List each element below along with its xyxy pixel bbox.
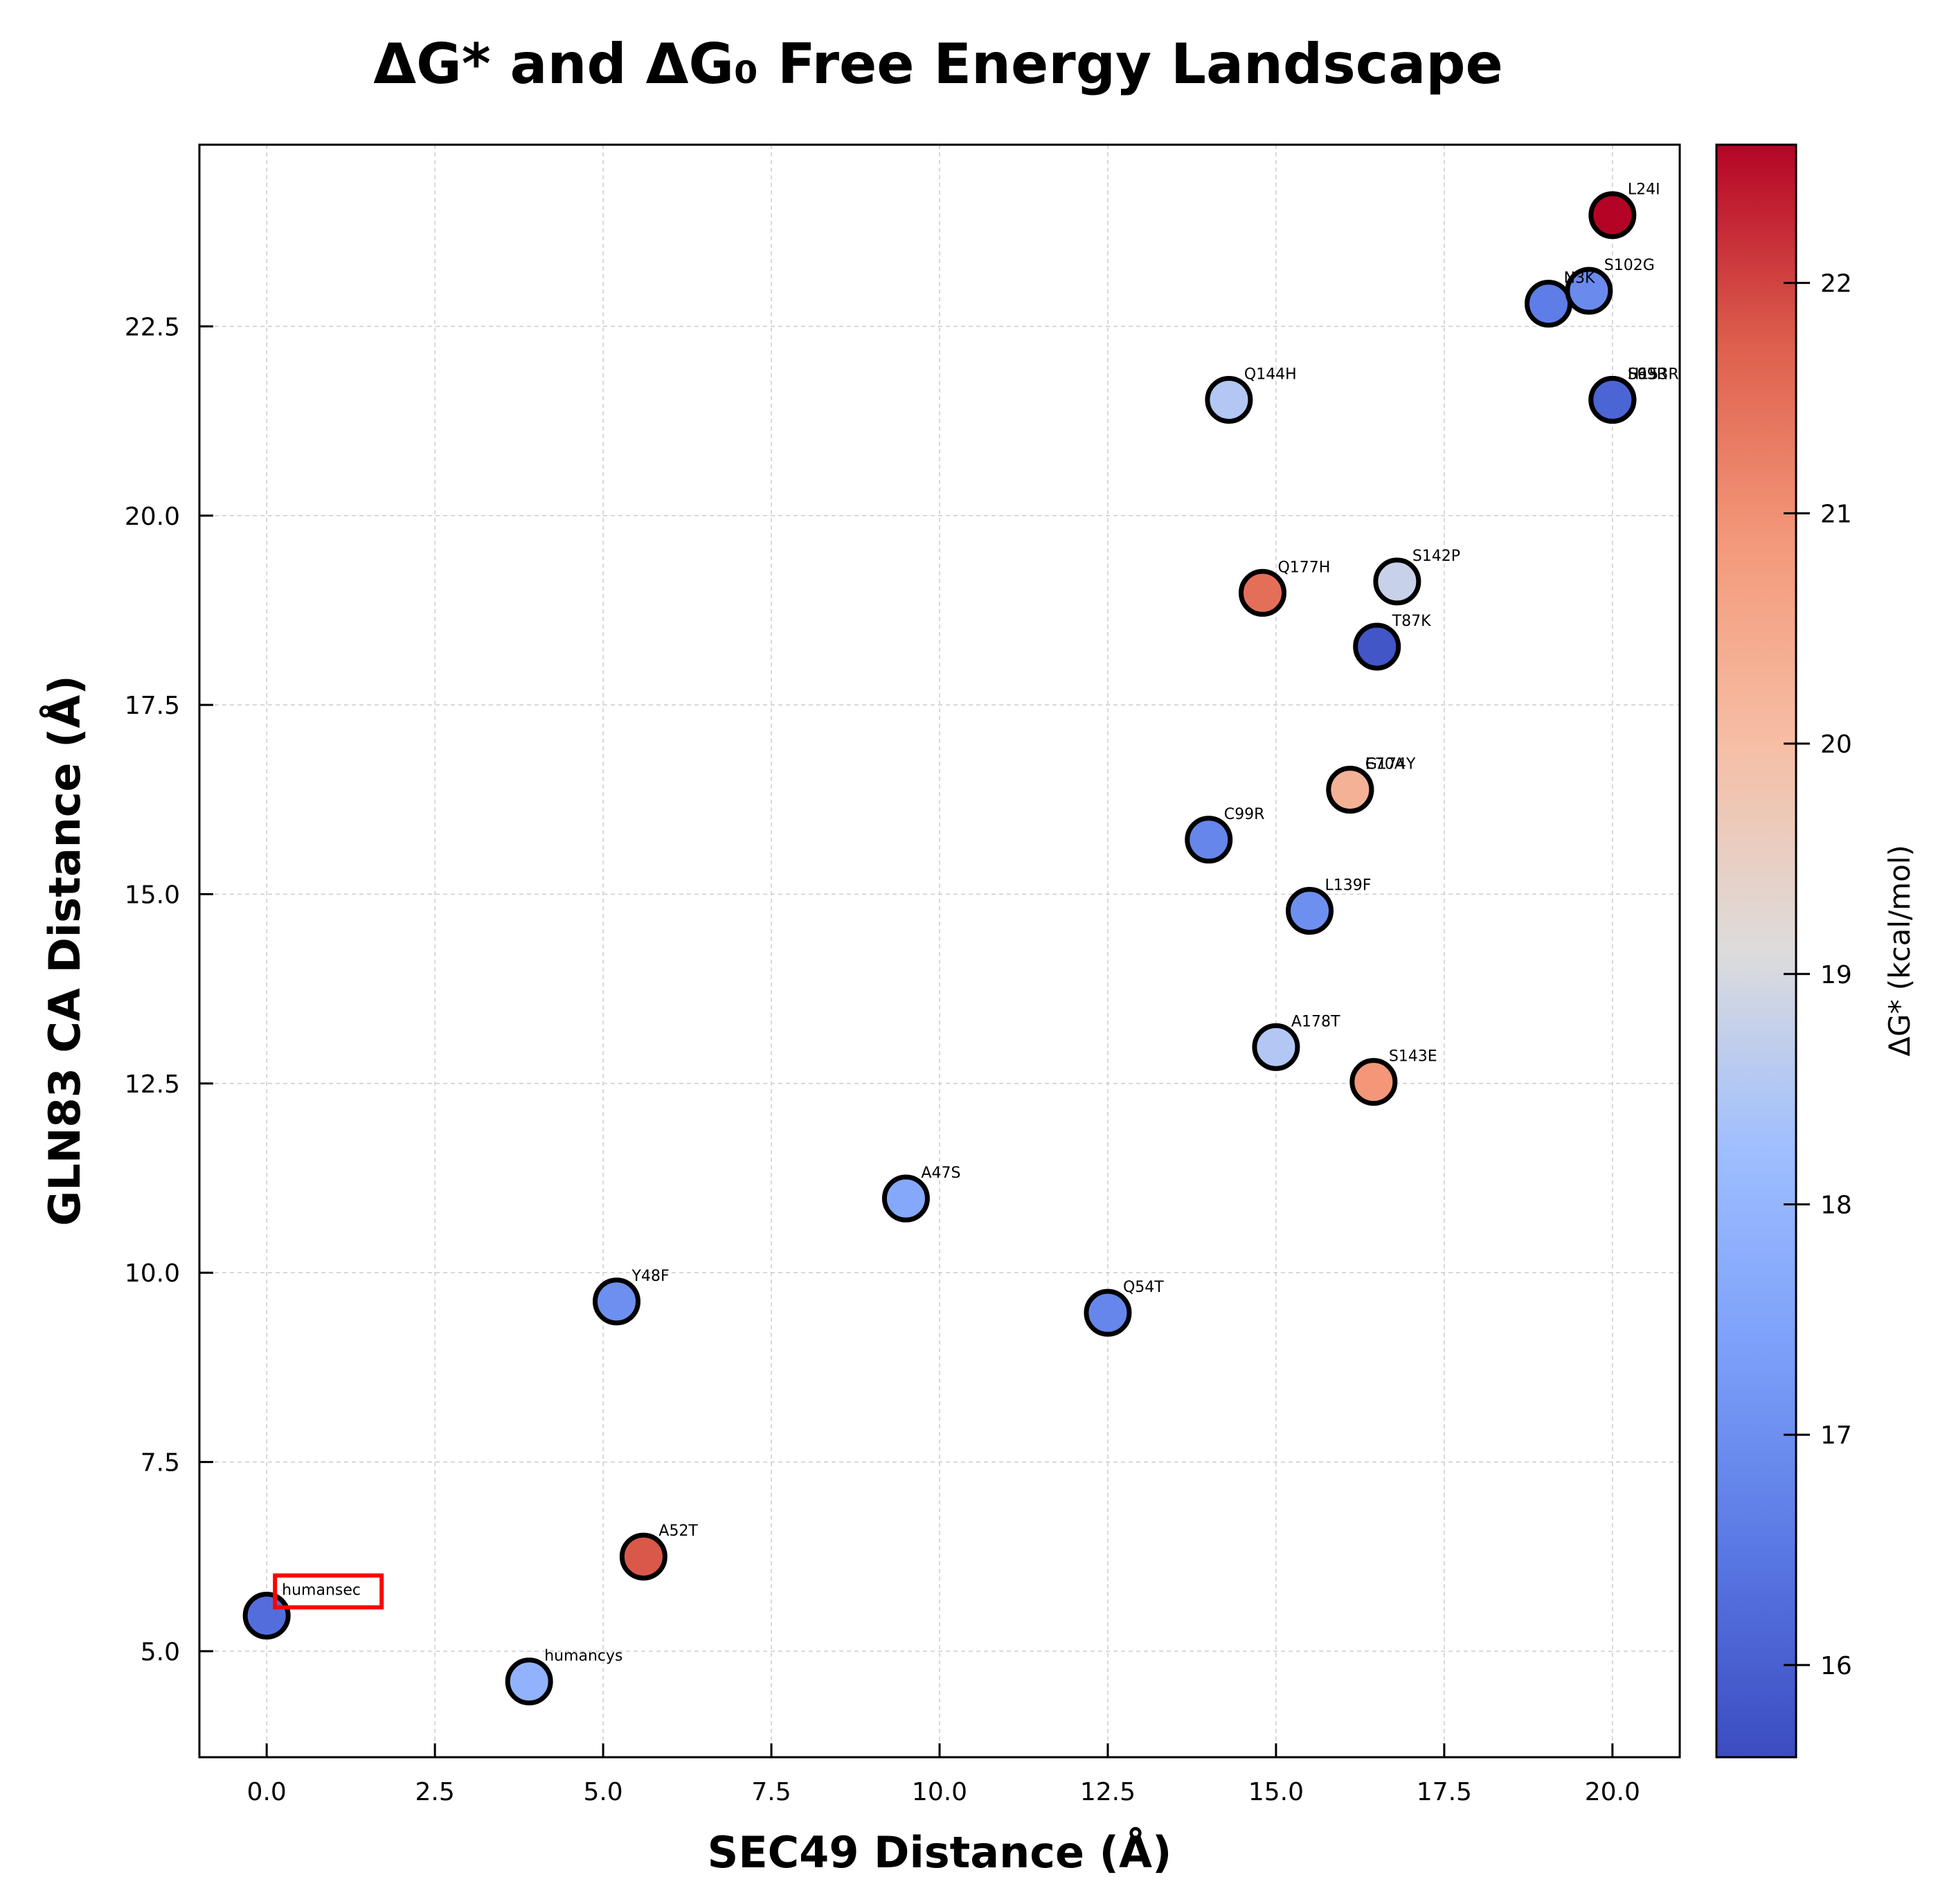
point-label-q54t: Q54T bbox=[1123, 1279, 1164, 1296]
data-point-humancys bbox=[505, 1658, 553, 1706]
colorbar-label: ΔG* (kcal/mol) bbox=[1883, 845, 1917, 1057]
colorbar-tick-label: 21 bbox=[1820, 500, 1852, 528]
y-axis-ticks: 5.0 7.5 10.0 12.5 15.0 17.5 20.0 22.5 bbox=[125, 313, 213, 1667]
x-tick-label: 10.0 bbox=[912, 1778, 967, 1806]
point-label-a178t: A178T bbox=[1291, 1013, 1340, 1030]
x-tick-label: 0.0 bbox=[247, 1778, 287, 1806]
y-tick-label: 10.0 bbox=[125, 1259, 180, 1288]
colorbar bbox=[1715, 143, 1797, 1759]
colorbar-tick-label: 22 bbox=[1820, 270, 1852, 298]
data-point-l24i bbox=[1588, 191, 1637, 240]
point-label-y48f: Y48F bbox=[631, 1268, 670, 1285]
data-point-a52t bbox=[619, 1532, 667, 1581]
point-labels: humansec humancys A52T Y48F A47S Q54T A178T S14… bbox=[282, 181, 1678, 1665]
data-point-g174y bbox=[1326, 766, 1374, 814]
data-point-humansec bbox=[242, 1592, 291, 1640]
data-point-s143e bbox=[1349, 1058, 1398, 1106]
plot-area-frame bbox=[198, 143, 1681, 1759]
colorbar-tick-label: 17 bbox=[1820, 1421, 1852, 1450]
point-label-s142p: S142P bbox=[1412, 548, 1460, 565]
point-label-h153r: H153R bbox=[1628, 366, 1679, 383]
data-point-n3k bbox=[1524, 280, 1572, 328]
y-tick-label: 22.5 bbox=[125, 313, 180, 341]
point-label-q177h: Q177H bbox=[1277, 559, 1330, 576]
colorbar-ticks: 16 17 18 19 20 21 22 bbox=[1784, 270, 1852, 1680]
point-label-s102g: S102G bbox=[1604, 257, 1655, 274]
chart-title: ΔG* and ΔG₀ Free Energy Landscape bbox=[373, 32, 1502, 96]
point-label-l24i: L24I bbox=[1628, 181, 1660, 199]
y-tick-label: 15.0 bbox=[125, 881, 180, 909]
data-point-c99r bbox=[1185, 816, 1233, 864]
grid-lines bbox=[199, 145, 1680, 1757]
point-label-t87k: T87K bbox=[1392, 613, 1431, 630]
point-label-g174y: G174Y bbox=[1365, 756, 1416, 773]
highlight-box bbox=[273, 1573, 384, 1610]
x-axis-ticks: 0.0 2.5 5.0 7.5 10.0 12.5 15.0 17.5 20.0 bbox=[247, 1743, 1640, 1806]
data-point-h153r bbox=[1588, 375, 1637, 424]
point-label-a47s: A47S bbox=[921, 1165, 960, 1182]
data-point-l139f bbox=[1286, 887, 1334, 935]
data-point-q177h bbox=[1238, 568, 1286, 617]
point-label-l139f: L139F bbox=[1325, 877, 1372, 895]
point-label-n3k: N3K bbox=[1563, 270, 1595, 287]
data-points bbox=[242, 191, 1637, 1706]
data-point-t87k bbox=[1353, 622, 1401, 671]
y-tick-label: 17.5 bbox=[125, 692, 180, 720]
x-tick-label: 5.0 bbox=[583, 1778, 622, 1806]
x-tick-label: 7.5 bbox=[751, 1778, 791, 1806]
y-axis-label: GLN83 CA Distance (Å) bbox=[39, 675, 90, 1226]
point-label-q144h: Q144H bbox=[1244, 366, 1297, 383]
data-point-a47s bbox=[881, 1174, 930, 1223]
y-tick-label: 20.0 bbox=[125, 503, 180, 531]
x-tick-label: 17.5 bbox=[1417, 1778, 1472, 1806]
point-label-e70a: E70A bbox=[1365, 756, 1405, 773]
point-label-a52t: A52T bbox=[658, 1523, 698, 1540]
x-axis-label: SEC49 Distance (Å) bbox=[708, 1827, 1172, 1878]
data-point-a178t bbox=[1252, 1023, 1300, 1071]
y-tick-label: 7.5 bbox=[141, 1449, 180, 1478]
y-tick-label: 5.0 bbox=[141, 1638, 180, 1667]
point-label-s143e: S143E bbox=[1389, 1048, 1437, 1066]
data-point-s102g bbox=[1565, 267, 1613, 315]
point-label-c99r: C99R bbox=[1224, 806, 1265, 823]
data-point-q144h bbox=[1205, 375, 1253, 424]
x-tick-label: 2.5 bbox=[415, 1778, 455, 1806]
y-tick-label: 12.5 bbox=[125, 1070, 180, 1099]
point-label-humansec: humansec bbox=[282, 1582, 361, 1599]
data-point-y48f bbox=[593, 1277, 641, 1326]
data-point-q54t bbox=[1084, 1288, 1132, 1337]
x-tick-label: 15.0 bbox=[1248, 1778, 1304, 1806]
x-tick-label: 20.0 bbox=[1585, 1778, 1640, 1806]
colorbar-tick-label: 20 bbox=[1820, 730, 1852, 759]
colorbar-tick-label: 18 bbox=[1820, 1191, 1852, 1219]
point-label-s93r: S93R bbox=[1628, 366, 1667, 383]
point-label-humancys: humancys bbox=[544, 1648, 622, 1665]
colorbar-tick-label: 19 bbox=[1820, 961, 1852, 989]
data-point-s142p bbox=[1373, 557, 1421, 606]
point-label-s69r: S69R bbox=[1628, 366, 1667, 383]
x-tick-label: 12.5 bbox=[1080, 1778, 1136, 1806]
colorbar-tick-label: 16 bbox=[1820, 1652, 1852, 1680]
